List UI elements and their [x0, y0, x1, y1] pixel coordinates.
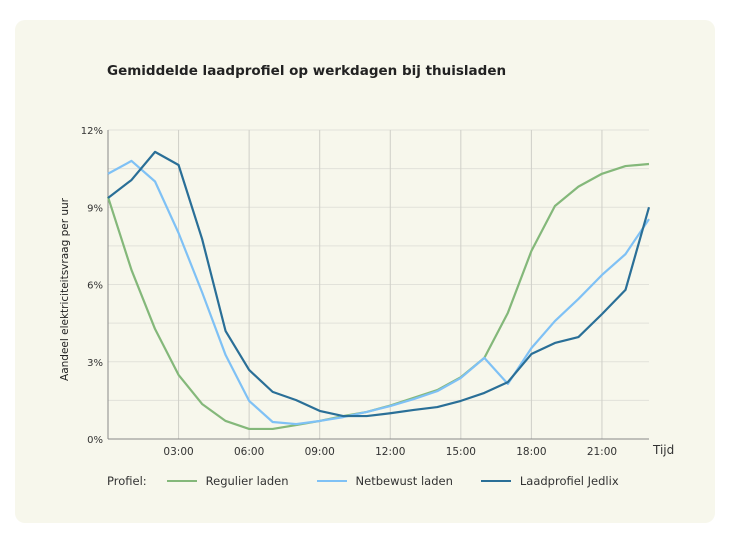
legend-swatch — [480, 479, 511, 483]
y-tick-label: 6% — [87, 281, 103, 292]
legend-item: Laadprofiel Jedlix — [480, 474, 619, 488]
y-axis-label: Aandeel elektriciteitsvraag per uur — [59, 197, 71, 381]
x-tick-label: 18:00 — [516, 446, 546, 458]
legend-label: Netbewust laden — [355, 474, 453, 488]
x-tick-label: 06:00 — [234, 446, 264, 458]
legend-label: Laadprofiel Jedlix — [519, 474, 619, 488]
x-tick-label: 21:00 — [587, 446, 617, 458]
legend-item: Regulier laden — [166, 474, 289, 488]
y-tick-label: 12% — [81, 126, 103, 137]
y-tick-label: 3% — [87, 358, 103, 369]
legend-swatch — [316, 479, 347, 483]
x-tick-label: 09:00 — [305, 446, 335, 458]
legend-title: Profiel: — [107, 474, 147, 488]
legend-item: Netbewust laden — [316, 474, 453, 488]
legend-swatch — [166, 479, 197, 483]
y-tick-label: 9% — [87, 203, 103, 214]
x-tick-label: 12:00 — [375, 446, 405, 458]
y-tick-label: 0% — [87, 435, 103, 446]
legend-label: Regulier laden — [205, 474, 289, 488]
series-line-2 — [107, 150, 651, 418]
legend: Profiel: Regulier laden Netbewust laden La… — [107, 474, 647, 488]
series-line-1 — [107, 159, 650, 426]
x-axis-label: Tijd — [652, 443, 674, 457]
chart-title: Gemiddelde laadprofiel op werkdagen bij … — [107, 63, 507, 79]
series-line-0 — [106, 162, 650, 431]
x-tick-label: 15:00 — [446, 446, 476, 458]
x-tick-label: 03:00 — [163, 446, 193, 458]
